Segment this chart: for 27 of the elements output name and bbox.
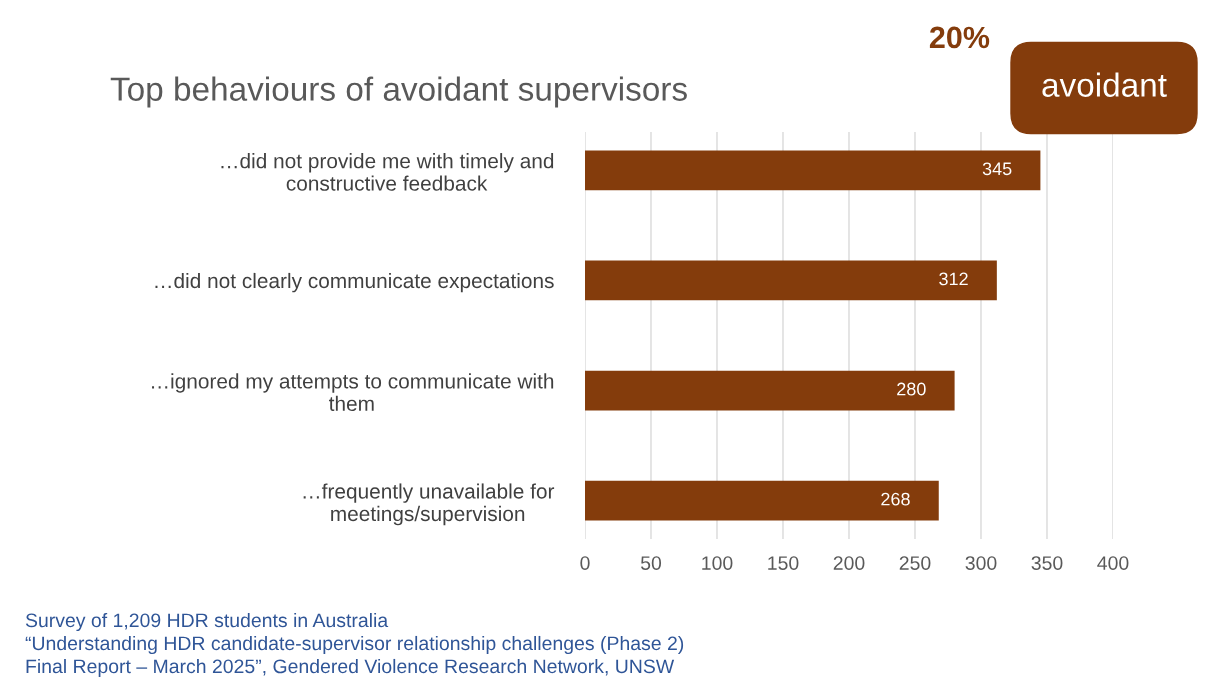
data-label: 280: [897, 382, 926, 396]
x-tick-label: 200: [833, 556, 865, 570]
text: “Understanding HDR candidate-supervisor relationship challenges (Phase 2): [25, 635, 684, 655]
text: avoidant: [1042, 72, 1167, 97]
y-tick-label: …frequently unavailable for meetings/supervision: [303, 483, 555, 526]
y-tick-label: …did not clearly communicate expectations: [155, 272, 554, 293]
data-label: 268: [881, 492, 910, 506]
x-tick-label: 400: [1097, 556, 1129, 570]
bar: [585, 260, 997, 301]
x-tick-label: 100: [702, 556, 733, 570]
x-tick-label: 150: [768, 556, 799, 570]
bar: [585, 150, 1041, 191]
x-tick-label: 300: [965, 556, 997, 570]
text: Survey of 1,209 HDR students in Australia: [25, 612, 389, 632]
data-label: 345: [982, 162, 1012, 176]
data-label: 312: [939, 272, 968, 286]
text: 20%: [929, 26, 990, 49]
text: Final Report – March 2025”, Gendered Violence Research Network, UNSW: [26, 658, 675, 678]
x-tick-label: 50: [640, 556, 662, 570]
chart-title: Top behaviours of avoidant supervisors: [110, 76, 687, 108]
y-tick-label: …ignored my attempts to communicate with them: [152, 373, 554, 412]
bar: [585, 370, 955, 411]
x-tick-label: 0: [580, 556, 590, 570]
x-tick-label: 350: [1031, 556, 1063, 570]
x-tick-label: 250: [899, 556, 931, 570]
bar: [585, 480, 939, 521]
y-tick-label: …did not provide me with timely and constructive feedback: [221, 153, 554, 191]
